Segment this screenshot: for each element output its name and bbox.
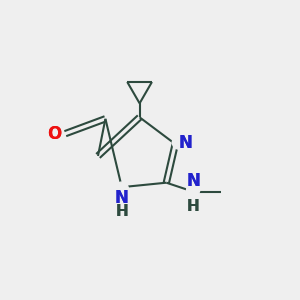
Circle shape (187, 184, 200, 197)
Circle shape (172, 136, 185, 149)
Text: N: N (115, 189, 129, 207)
Text: N: N (186, 172, 200, 190)
Text: N: N (115, 189, 129, 207)
Text: O: O (47, 125, 62, 143)
Circle shape (115, 182, 128, 195)
Text: N: N (179, 134, 193, 152)
Text: O: O (47, 125, 62, 143)
Text: H: H (116, 203, 128, 218)
Text: N: N (179, 134, 193, 152)
Text: H: H (187, 199, 200, 214)
Text: H: H (116, 203, 128, 218)
Text: H: H (187, 199, 200, 214)
Text: N: N (186, 172, 200, 190)
